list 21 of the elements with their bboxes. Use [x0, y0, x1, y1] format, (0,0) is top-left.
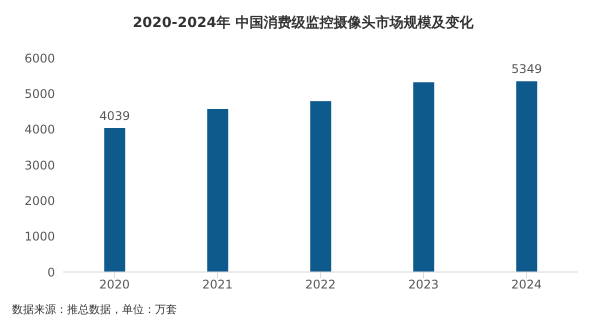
chart-title: 2020-2024年 中国消费级监控摄像头市场规模及变化	[132, 14, 474, 33]
bar	[104, 128, 126, 272]
data-label: 4039	[99, 108, 130, 123]
y-tick-label: 2000	[24, 194, 55, 208]
y-tick-label: 1000	[24, 230, 55, 244]
bar	[207, 109, 228, 272]
x-tick-label: 2024	[511, 278, 542, 292]
data-label: 5349	[511, 62, 542, 76]
y-tick-label: 0	[47, 265, 55, 280]
bar	[413, 82, 434, 272]
source-note: 数据来源：推总数据，单位：万套	[11, 302, 178, 317]
x-tick-label: 2021	[202, 278, 233, 292]
x-tick-label: 2022	[305, 278, 336, 292]
x-tick-label: 2020	[99, 278, 130, 292]
x-tick-label: 2023	[408, 278, 439, 292]
y-tick-label: 4000	[24, 122, 55, 137]
y-tick-label: 6000	[24, 51, 55, 66]
bar	[310, 101, 332, 272]
y-tick-label: 5000	[24, 86, 55, 101]
bar	[516, 81, 538, 272]
y-tick-label: 3000	[24, 158, 55, 172]
